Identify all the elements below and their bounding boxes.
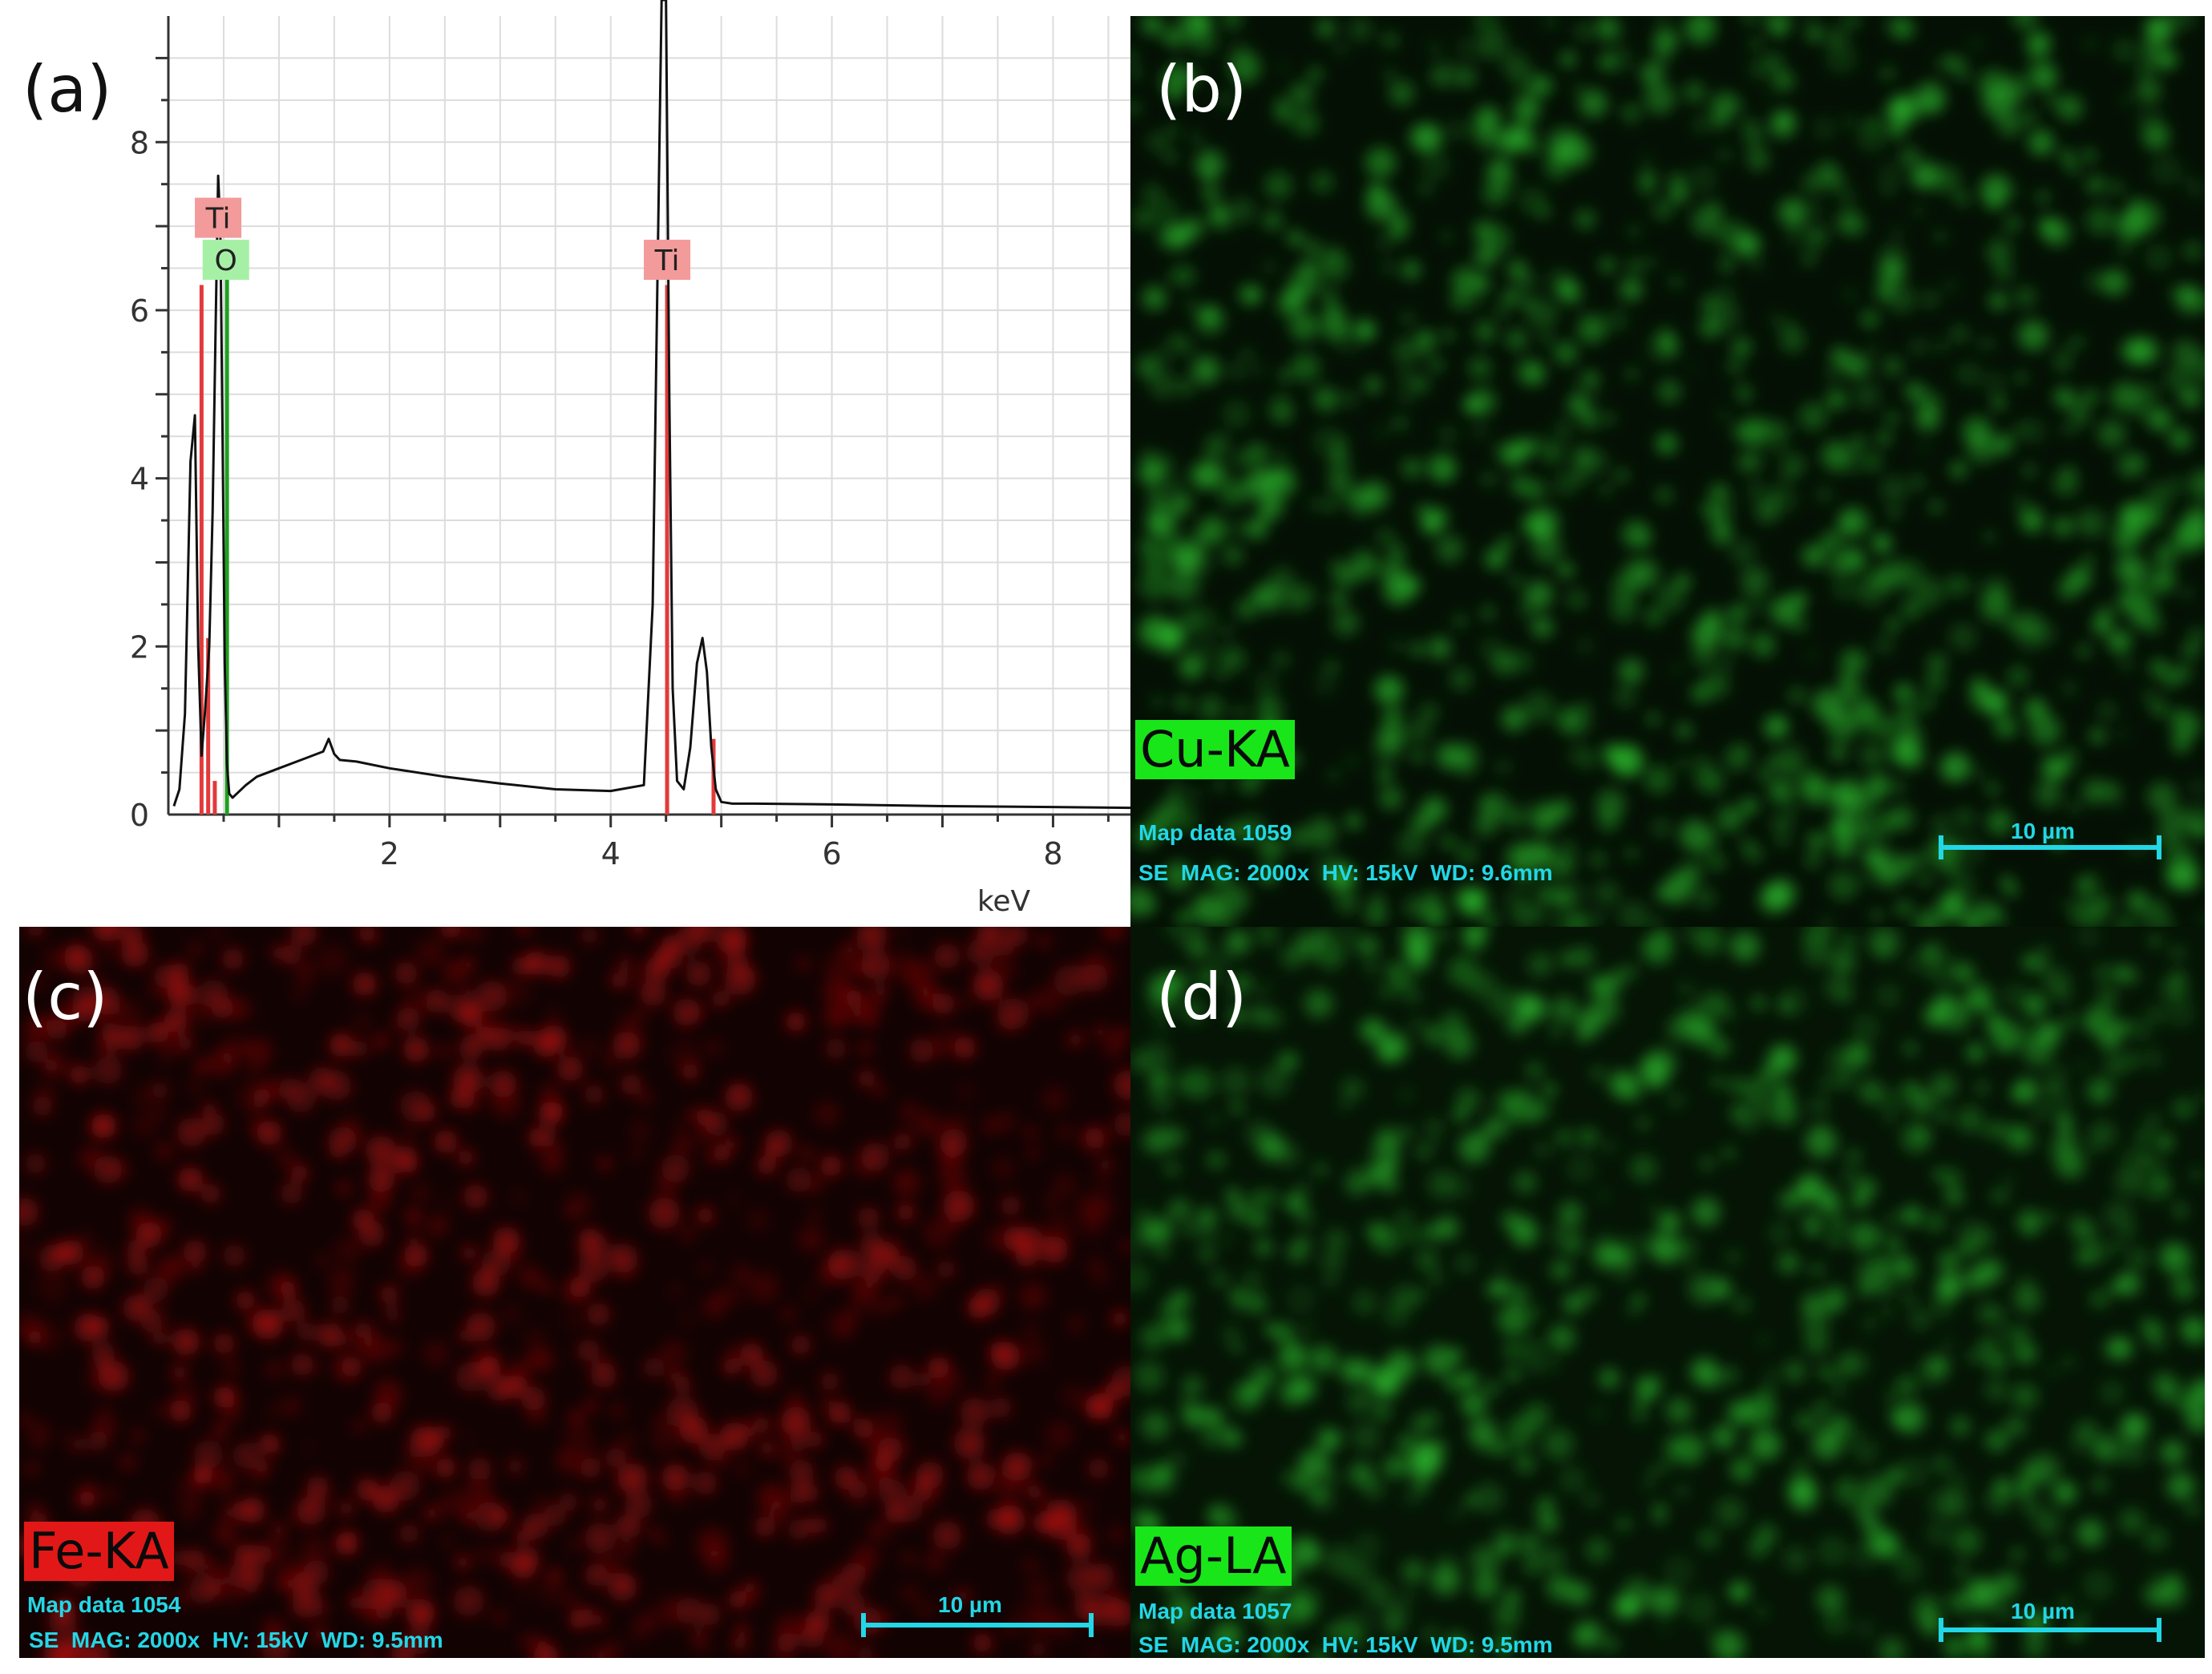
map-texture xyxy=(1130,16,2205,927)
scale-bar xyxy=(1939,845,2161,850)
scale-bar-end-left xyxy=(861,1613,866,1637)
panel-letter-a: (a) xyxy=(22,52,112,127)
element-peak-label-bg xyxy=(202,240,249,281)
y-tick-label: 6 xyxy=(130,293,149,329)
element-peak-label: Ti xyxy=(205,203,231,236)
map-texture xyxy=(19,927,1130,1658)
scale-bar-label: 10 µm xyxy=(2011,819,2075,843)
element-peak-label: Ti xyxy=(654,245,680,277)
scale-bar-end-right xyxy=(2157,1618,2161,1642)
map-data-label: Map data 1054 xyxy=(27,1592,181,1617)
y-tick-label: 8 xyxy=(130,125,149,160)
element-peak-label-bg xyxy=(195,197,242,238)
element-peak-label: O xyxy=(215,245,237,277)
ag-element-map xyxy=(1130,927,2205,1658)
cu-map-panel: (b) Cu-KA Map data 1059 SE MAG: 2000x HV… xyxy=(1130,16,2205,927)
acquisition-info: SE MAG: 2000x HV: 15kV WD: 9.5mm xyxy=(1138,1632,1553,1657)
fe-map-panel: (c) Fe-KA Map data 1054 SE MAG: 2000x HV… xyxy=(19,927,1130,1658)
element-peak-label-bg xyxy=(644,240,691,281)
x-tick-label: 2 xyxy=(380,836,399,871)
acquisition-info: SE MAG: 2000x HV: 15kV WD: 9.5mm xyxy=(29,1628,443,1652)
scale-bar xyxy=(1939,1628,2161,1632)
panel-letter-b: (b) xyxy=(1156,52,1248,127)
map-texture xyxy=(1130,927,2205,1658)
eds-spectrum-chart: 0 2 4 6 8 2 4 6 8 keV Ti O Ti xyxy=(130,0,1130,918)
y-tick-label: 0 xyxy=(130,798,149,833)
x-tick-label: 6 xyxy=(822,836,841,871)
scale-bar-end-left xyxy=(1939,835,1943,859)
ag-map-panel: (d) Ag-LA Map data 1057 SE MAG: 2000x HV… xyxy=(1130,927,2205,1658)
acquisition-info: SE MAG: 2000x HV: 15kV WD: 9.6mm xyxy=(1138,860,1553,885)
scale-bar-end-left xyxy=(1939,1618,1943,1642)
scale-bar-end-right xyxy=(1089,1613,1094,1637)
map-data-label: Map data 1059 xyxy=(1138,820,1292,845)
y-tick-label: 2 xyxy=(130,629,149,665)
x-axis-label: keV xyxy=(977,885,1031,918)
cu-element-map xyxy=(1130,16,2205,927)
scale-bar-label: 10 µm xyxy=(938,1592,1002,1617)
scale-bar-end-right xyxy=(2157,835,2161,859)
x-tick-label: 8 xyxy=(1043,836,1062,871)
y-tick-label: 4 xyxy=(130,462,149,497)
element-label-ag: Ag-LA xyxy=(1135,1526,1292,1586)
spectrum-line xyxy=(172,0,1130,810)
element-label-cu: Cu-KA xyxy=(1135,720,1295,779)
map-data-label: Map data 1057 xyxy=(1138,1599,1292,1623)
eds-spectrum-panel: 0 2 4 6 8 2 4 6 8 keV Ti O Ti (a) xyxy=(0,0,1130,927)
panel-letter-d: (d) xyxy=(1156,960,1248,1034)
element-label-fe: Fe-KA xyxy=(24,1522,174,1581)
scale-bar-label: 10 µm xyxy=(2011,1599,2075,1623)
panel-letter-c: (c) xyxy=(22,960,108,1034)
fe-element-map xyxy=(19,927,1130,1658)
x-tick-label: 4 xyxy=(601,836,621,871)
scale-bar xyxy=(861,1623,1094,1628)
